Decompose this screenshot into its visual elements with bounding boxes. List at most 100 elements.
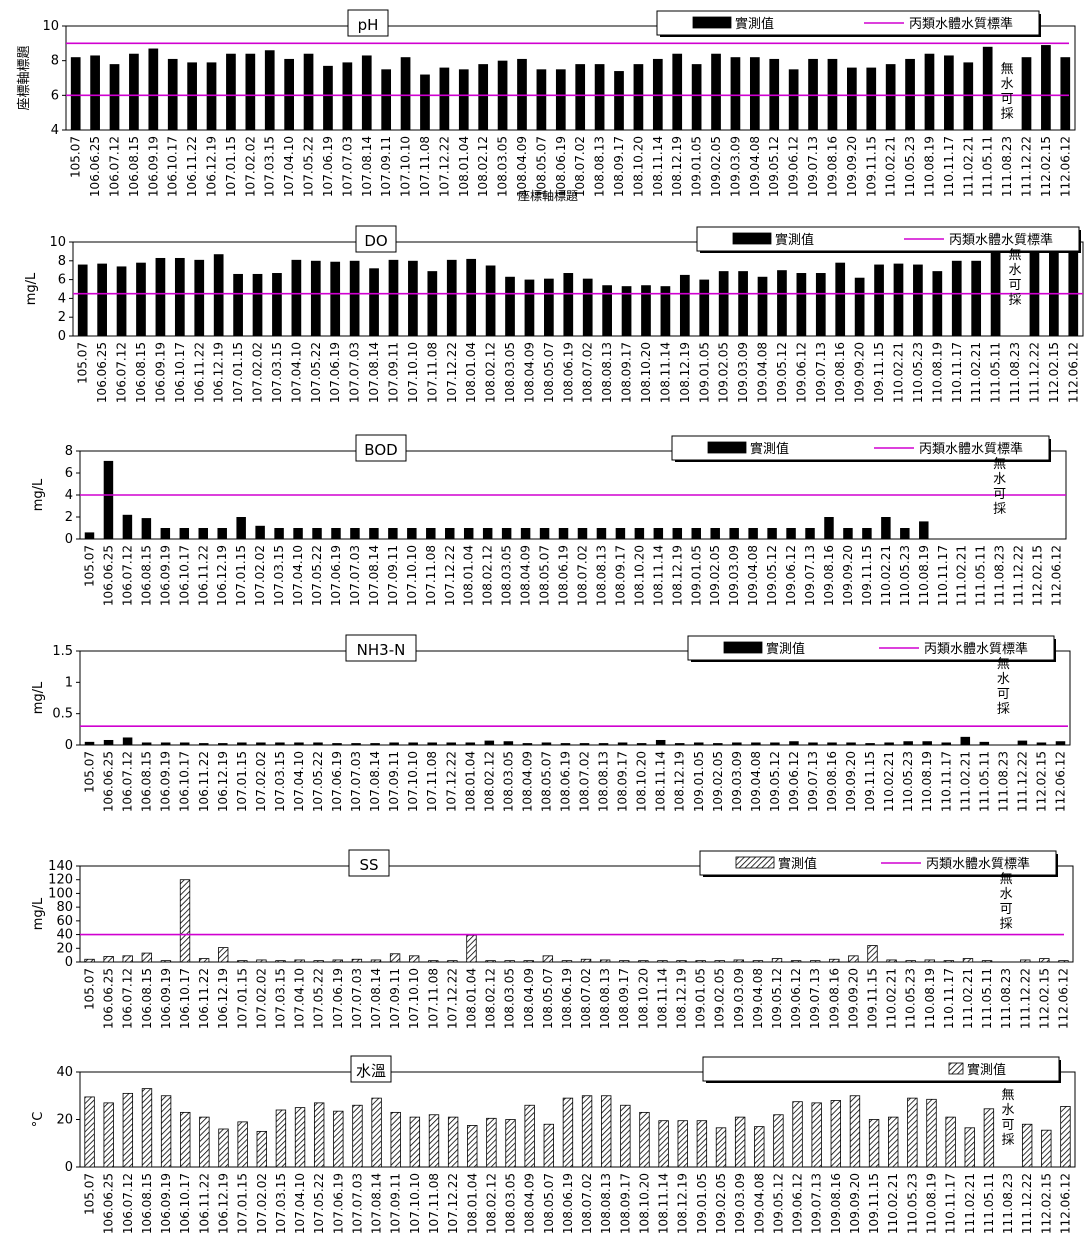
x-tick-label: 108.11.14 (651, 136, 665, 197)
no-water-label: 無 (997, 657, 1010, 672)
bar (926, 1098, 937, 1168)
no-water-label: 水 (1001, 77, 1014, 92)
x-tick-label: 107.10.10 (408, 1173, 422, 1234)
x-tick-label: 110.08.19 (920, 751, 934, 812)
x-tick-label: 112.06.12 (1050, 545, 1064, 606)
bar (907, 1097, 918, 1168)
bar (408, 260, 418, 336)
x-tick-label: 110.08.19 (924, 1173, 938, 1234)
bar (122, 1092, 134, 1168)
bar (236, 517, 246, 539)
x-tick-label: 109.01.05 (697, 342, 711, 403)
x-tick-label: 107.03.15 (274, 1173, 288, 1234)
bar (580, 958, 592, 963)
bar (562, 1097, 574, 1168)
x-tick-label: 106.10.17 (173, 342, 187, 403)
x-tick-label: 110.05.23 (911, 342, 925, 403)
chart-2: 0 2 4 6 8 mg/L 105.07 106.06.25 106.07.12 106.08.… (31, 434, 1067, 606)
x-tick-label: 112.02.15 (1039, 1173, 1053, 1234)
bar (409, 955, 420, 963)
bar (484, 740, 495, 745)
x-tick-label: 107.01.15 (235, 968, 249, 1029)
bar (696, 1120, 708, 1168)
bar (1041, 45, 1051, 130)
bar (964, 1127, 975, 1168)
x-tick-label: 108.10.20 (637, 1173, 651, 1234)
bar (313, 742, 323, 745)
x-tick-label: 108.06.19 (557, 545, 571, 606)
y-tick-label: 10 (49, 235, 66, 250)
x-tick-label: 108.01.04 (464, 342, 478, 403)
y-axis-label: mg/L (24, 272, 39, 305)
x-tick-label: 108.02.12 (482, 751, 496, 812)
x-tick-label: 107.04.10 (293, 968, 307, 1029)
x-tick-label: 107.06.19 (321, 136, 335, 197)
y-tick-label: 4 (58, 291, 66, 306)
y-tick-label: 6 (65, 466, 73, 481)
bar (924, 959, 935, 963)
bar (543, 1123, 554, 1168)
bar (808, 742, 818, 745)
y-tick-label: 8 (58, 254, 66, 269)
y-tick-label: 10 (42, 19, 59, 34)
bar (1017, 740, 1028, 745)
bar (274, 528, 284, 539)
x-tick-label: 106.06.25 (88, 136, 102, 197)
x-tick-label: 108.03.05 (501, 751, 515, 812)
bar (577, 528, 588, 539)
x-tick-label: 108.04.09 (522, 968, 536, 1029)
x-tick-label: 108.09.17 (612, 136, 626, 197)
x-tick-label: 106.07.12 (121, 751, 135, 812)
chart-5: 0 20 40 °C 105.07 106.06.25 106.07.12 106.08.15… (31, 1055, 1076, 1234)
bar (862, 528, 872, 539)
x-tick-label: 107.02.02 (251, 342, 265, 403)
bar (672, 53, 683, 130)
x-tick-label: 110.08.19 (930, 342, 944, 403)
x-tick-label: 109.05.12 (775, 342, 789, 403)
x-tick-label: 108.05.07 (539, 751, 553, 812)
bar (657, 960, 668, 963)
x-tick-label: 107.05.22 (310, 545, 324, 606)
bar (1055, 741, 1066, 745)
x-tick-label: 106.10.17 (178, 968, 192, 1029)
bar (615, 528, 626, 539)
x-tick-label: 108.08.13 (594, 545, 608, 606)
y-tick-label: 0 (65, 738, 73, 753)
bar (788, 69, 799, 130)
bar (486, 1117, 497, 1168)
y-axis-label: mg/L (31, 897, 46, 930)
x-tick-label: 107.08.14 (369, 968, 383, 1029)
x-tick-label: 108.06.19 (554, 136, 568, 197)
bar (313, 1102, 325, 1168)
bar (849, 1095, 861, 1168)
bar (941, 742, 952, 745)
bar (854, 277, 865, 336)
x-tick-label: 109.11.15 (863, 751, 877, 812)
x-tick-label: 107.04.10 (293, 1173, 307, 1234)
x-tick-label: 107.05.22 (312, 1173, 326, 1234)
bar (560, 743, 571, 745)
x-tick-label: 108.11.14 (658, 342, 672, 403)
bar (160, 960, 172, 963)
x-tick-label: 108.03.05 (504, 1173, 518, 1234)
bar (523, 960, 534, 963)
bar (792, 1101, 803, 1168)
bar (520, 528, 531, 539)
bar (677, 1120, 688, 1168)
bar (771, 958, 783, 963)
x-tick-label: 112.06.12 (1066, 342, 1080, 403)
x-tick-label: 106.12.19 (215, 545, 229, 606)
bar (103, 956, 114, 963)
bar (141, 518, 152, 539)
x-tick-label: 107.09.11 (386, 342, 400, 403)
bar (777, 270, 787, 336)
bar (660, 286, 671, 336)
bar (199, 1116, 210, 1168)
x-tick-label: 108.08.13 (600, 342, 614, 403)
x-tick-label: 106.07.12 (120, 545, 134, 606)
bar (971, 260, 982, 336)
x-tick-label: 109.08.16 (827, 968, 841, 1029)
y-tick-label: 80 (56, 900, 73, 915)
bar (598, 743, 609, 745)
